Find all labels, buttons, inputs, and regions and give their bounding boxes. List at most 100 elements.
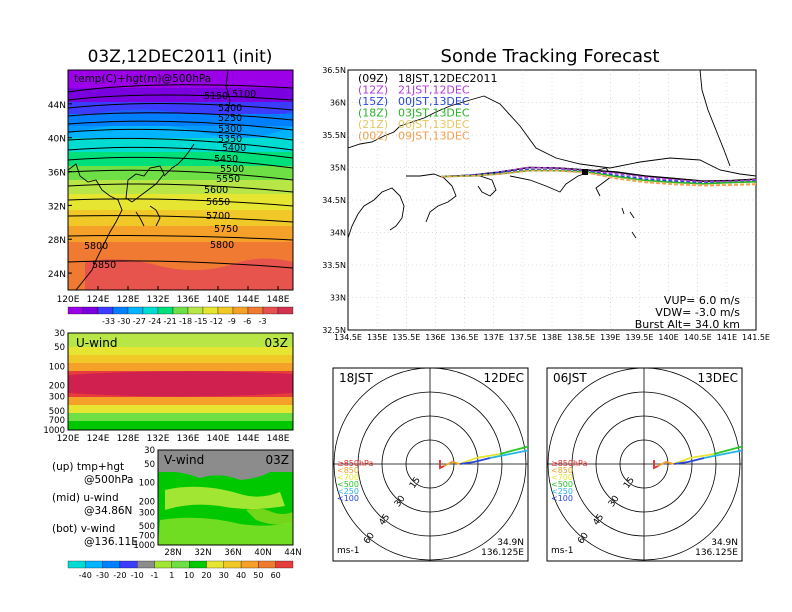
pressure-tick-label: 200	[49, 381, 65, 391]
colorbar-swatch	[137, 560, 155, 569]
colorbar-label: -12	[210, 317, 223, 326]
layer-label: <500	[337, 480, 359, 489]
pressure-tick-label: 30	[54, 329, 65, 339]
lat-tick-label: 35N	[330, 164, 346, 173]
lon-tick-label: 137.5E	[509, 333, 537, 342]
v-wind-time: 03Z	[266, 453, 290, 467]
hodograph-lon: 136.125E	[481, 548, 524, 558]
colorbar-swatch	[277, 306, 294, 315]
colorbar-swatch	[119, 560, 138, 569]
contour-label: 5650	[206, 197, 230, 208]
pressure-tick-label: 500	[49, 407, 65, 417]
lon-tick-label: 148E	[267, 295, 290, 305]
colorbar-swatch	[232, 306, 249, 315]
contour-label: 5850	[92, 260, 116, 271]
legend-run-label: (21Z)	[358, 118, 388, 131]
colorbar-swatch	[171, 560, 190, 569]
lat-tick-label: 44N	[284, 548, 301, 558]
lon-tick-label: 132E	[147, 295, 170, 305]
lon-tick-label: 139.5E	[625, 333, 653, 342]
colorbar-label: 40	[236, 571, 246, 580]
hodograph-date: 12DEC	[484, 371, 524, 385]
hodograph-segment	[703, 449, 742, 459]
legend-time-label: 03JST,13DEC	[398, 107, 470, 120]
lat-tick-label: 34N	[330, 229, 346, 238]
lat-tick-label: 36N	[48, 169, 66, 179]
hodograph-segment	[673, 453, 715, 465]
colorbar-label: -1	[151, 571, 159, 580]
contour-label: 5250	[218, 113, 242, 124]
colorbar-swatch	[275, 560, 294, 569]
colorbar-label: -6	[243, 317, 251, 326]
u-wind-title: U-wind	[76, 336, 117, 350]
hodograph-segment	[443, 461, 461, 467]
lon-tick-label: 120E	[57, 295, 80, 305]
colorbar-swatch	[67, 306, 84, 315]
lon-tick-label: 139E	[600, 333, 620, 342]
hodograph-segment	[499, 445, 528, 455]
lat-tick-label: 40N	[254, 548, 271, 558]
track-legend: (09Z) 18JST,12DEC2011 (12Z) 21JST,12DEC (15Z…	[358, 72, 498, 143]
lon-tick-label: 136E	[177, 295, 200, 305]
lat-tick-label: 32.5N	[322, 326, 346, 335]
colorbar-label: -27	[133, 317, 146, 326]
burst-altitude: Burst Alt= 34.0 km	[635, 318, 740, 331]
lon-tick-label: 120E	[57, 434, 80, 444]
hodograph-segment	[657, 461, 675, 467]
colorbar-label: -10	[131, 571, 144, 580]
colorbar-label: -24	[148, 317, 161, 326]
note-mid-title: (mid) u-wind	[52, 492, 119, 504]
lon-tick-label: 140.5E	[684, 333, 712, 342]
lat-tick-label: 32N	[194, 548, 211, 558]
legend-run-label: (15Z)	[358, 95, 388, 108]
descent-speed: VDW= -3.0 m/s	[655, 306, 740, 319]
layer-label: ≥850hPa	[337, 459, 374, 468]
right-panel-title: Sonde Tracking Forecast	[441, 46, 660, 67]
lon-tick-label: 136.5E	[451, 333, 479, 342]
note-bot-detail: @136.11E	[84, 536, 138, 548]
note-up-title: (up) tmp+hgt	[52, 461, 124, 473]
layer-label: <700	[337, 473, 359, 482]
legend-time-label: 21JST,12DEC	[398, 84, 470, 97]
hodograph-time: 18JST	[339, 371, 373, 385]
lon-tick-label: 124E	[87, 295, 110, 305]
legend-run-label: (00Z)	[358, 130, 388, 143]
contour-label: 5700	[206, 211, 230, 222]
v-wind-lat-axis: 28N 32N 36N 40N 44N	[164, 548, 301, 558]
lon-tick-label: 140E	[658, 333, 678, 342]
hodograph-segment	[673, 457, 705, 465]
layer-label: <100	[337, 494, 359, 503]
colorbar-label: -15	[194, 317, 207, 326]
pressure-tick-label: 1000	[43, 426, 65, 436]
colorbar-swatch	[112, 306, 129, 315]
lon-tick-label: 138.5E	[567, 333, 595, 342]
contour-label: 5200	[218, 103, 242, 114]
lat-tick-label: 44N	[48, 101, 66, 111]
hodograph-segment	[439, 460, 445, 470]
colorbar-label: -20	[113, 571, 126, 580]
wind-colorbar: -40 -30 -20 -10 -1 1 10 20 30 40 50 60	[67, 560, 294, 580]
hodograph-unit: ms-1	[337, 546, 359, 556]
colorbar-label: -9	[228, 317, 236, 326]
lat-tick-label: 24N	[48, 270, 66, 280]
contour-label: 5600	[204, 185, 228, 196]
lon-tick-label: 144E	[237, 295, 260, 305]
track-line-0	[441, 166, 756, 183]
lat-tick-label: 33N	[330, 294, 346, 303]
colorbar-swatch	[258, 560, 276, 569]
contour-label: 5800	[84, 241, 108, 252]
pressure-tick-label: 30	[144, 446, 155, 456]
layer-label: ≥850hPa	[551, 459, 588, 468]
hodograph-segment	[653, 460, 659, 470]
lon-tick-label: 138E	[542, 333, 562, 342]
layer-label: <250	[551, 487, 573, 496]
colorbar-label: -21	[164, 317, 177, 326]
hodograph-time: 06JST	[553, 371, 587, 385]
lon-tick-label: 136E	[425, 333, 445, 342]
hodograph-date: 13DEC	[698, 371, 738, 385]
track-lon-axis: 134.5E 135E 135.5E 136E 136.5E 137E 137.5E 138E…	[334, 333, 770, 342]
hodograph-segment	[489, 449, 528, 459]
pressure-tick-label: 300	[49, 393, 65, 403]
